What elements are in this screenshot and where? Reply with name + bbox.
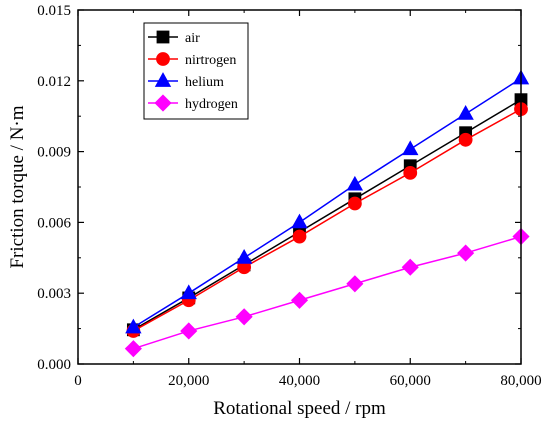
y-axis-label: Friction torque / N·m bbox=[7, 105, 28, 268]
x-axis-label: Rotational speed / rpm bbox=[213, 398, 386, 419]
data-point-hydrogen bbox=[180, 322, 198, 340]
legend-label-nirtrogen: nirtrogen bbox=[185, 53, 236, 68]
data-point-helium bbox=[457, 105, 474, 120]
y-tick-label: 0.006 bbox=[37, 215, 71, 231]
data-point-helium bbox=[125, 318, 142, 334]
data-point-nirtrogen bbox=[458, 132, 473, 147]
data-point-hydrogen bbox=[346, 275, 364, 293]
y-tick-label: 0.012 bbox=[37, 74, 71, 90]
axis-ticks: 0 20,000 40,000 60,000 80,000 0.000 0.003 0.006… bbox=[37, 3, 541, 389]
series-line-nirtrogen bbox=[133, 108, 522, 332]
data-point-helium bbox=[235, 248, 253, 264]
legend-marker-hydrogen bbox=[154, 94, 172, 112]
x-tick-label: 20,000 bbox=[168, 373, 209, 389]
series-hydrogen bbox=[124, 227, 530, 358]
data-point-hydrogen bbox=[235, 308, 253, 326]
series-line-hydrogen bbox=[133, 235, 522, 350]
x-tick-label: 60,000 bbox=[390, 373, 431, 389]
legend-marker-air bbox=[156, 30, 170, 44]
legend-marker-nirtrogen bbox=[156, 52, 170, 66]
data-point-helium bbox=[180, 284, 197, 300]
data-point-helium bbox=[291, 213, 308, 229]
x-tick-label: 40,000 bbox=[279, 373, 320, 389]
y-tick-label: 0.000 bbox=[37, 357, 71, 373]
y-tick-label: 0.003 bbox=[37, 286, 71, 302]
plot-frame bbox=[77, 9, 522, 365]
legend-label-helium: helium bbox=[185, 75, 224, 90]
data-point-nirtrogen bbox=[292, 229, 307, 244]
series-line-air bbox=[133, 99, 522, 331]
data-point-helium bbox=[346, 175, 364, 191]
y-tick-label: 0.009 bbox=[37, 145, 71, 161]
y-tick-label: 0.015 bbox=[37, 3, 71, 19]
legend: air nirtrogen helium hydrogen bbox=[143, 22, 249, 120]
legend-marker-helium bbox=[154, 72, 172, 87]
data-point-nirtrogen bbox=[347, 196, 362, 211]
series-helium bbox=[125, 69, 530, 334]
legend-label-air: air bbox=[185, 31, 200, 46]
data-point-hydrogen bbox=[290, 291, 309, 309]
data-point-hydrogen bbox=[124, 340, 142, 358]
series-layer bbox=[124, 69, 530, 358]
data-point-hydrogen bbox=[457, 244, 475, 262]
data-point-hydrogen bbox=[401, 258, 419, 276]
data-point-nirtrogen bbox=[403, 165, 418, 180]
x-tick-label: 80,000 bbox=[500, 373, 541, 389]
x-tick-label: 0 bbox=[74, 373, 82, 389]
series-line-helium bbox=[132, 77, 522, 329]
series-nirtrogen bbox=[126, 102, 528, 338]
data-point-helium bbox=[402, 140, 419, 156]
legend-label-hydrogen: hydrogen bbox=[185, 97, 238, 112]
